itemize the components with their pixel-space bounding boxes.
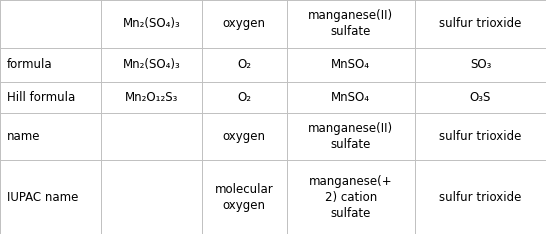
Text: MnSO₄: MnSO₄	[331, 91, 370, 104]
Text: Mn₂(SO₄)₃: Mn₂(SO₄)₃	[123, 58, 180, 71]
Text: MnSO₄: MnSO₄	[331, 58, 370, 71]
Text: O₂: O₂	[238, 58, 251, 71]
Text: manganese(II)
sulfate: manganese(II) sulfate	[308, 10, 393, 38]
Text: manganese(II)
sulfate: manganese(II) sulfate	[308, 122, 393, 151]
Text: Hill formula: Hill formula	[7, 91, 75, 104]
Text: IUPAC name: IUPAC name	[7, 191, 78, 204]
Text: name: name	[7, 130, 40, 143]
Text: O₂: O₂	[238, 91, 251, 104]
Text: Mn₂(SO₄)₃: Mn₂(SO₄)₃	[123, 18, 180, 30]
Text: manganese(+
2) cation
sulfate: manganese(+ 2) cation sulfate	[309, 175, 393, 220]
Text: oxygen: oxygen	[223, 130, 266, 143]
Text: Mn₂O₁₂S₃: Mn₂O₁₂S₃	[125, 91, 178, 104]
Text: sulfur trioxide: sulfur trioxide	[440, 191, 521, 204]
Text: sulfur trioxide: sulfur trioxide	[440, 130, 521, 143]
Text: O₃S: O₃S	[470, 91, 491, 104]
Text: formula: formula	[7, 58, 52, 71]
Text: sulfur trioxide: sulfur trioxide	[440, 18, 521, 30]
Text: SO₃: SO₃	[470, 58, 491, 71]
Text: oxygen: oxygen	[223, 18, 266, 30]
Text: molecular
oxygen: molecular oxygen	[215, 183, 274, 212]
